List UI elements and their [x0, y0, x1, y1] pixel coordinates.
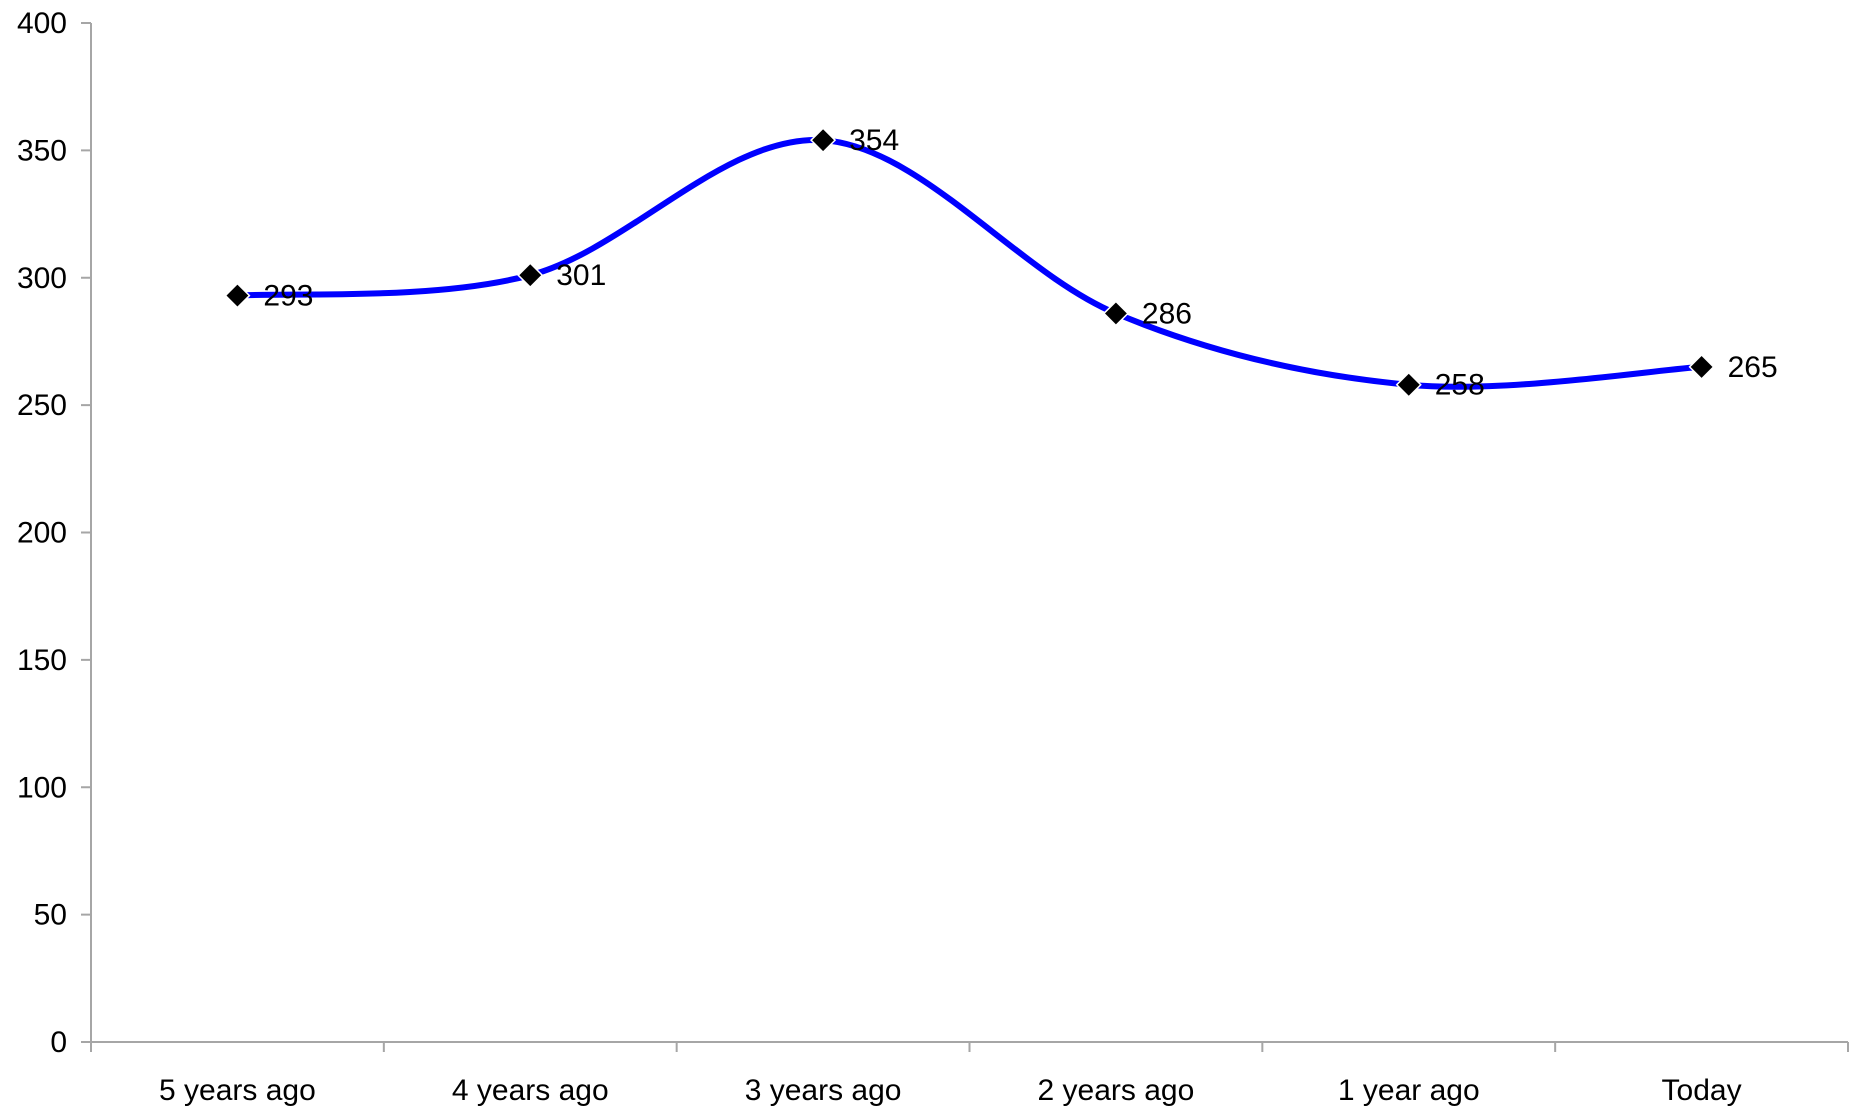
- data-point-marker: [1102, 300, 1129, 327]
- y-tick-label: 300: [17, 262, 67, 295]
- data-point-marker: [1395, 371, 1422, 398]
- series-line: [234, 137, 1705, 390]
- y-tick-label: 350: [17, 134, 67, 167]
- x-tick-label: Today: [1662, 1074, 1742, 1107]
- y-tick-label: 0: [50, 1026, 67, 1059]
- data-point-marker: [1688, 353, 1715, 380]
- y-tick-label: 100: [17, 771, 67, 804]
- y-tick-label: 250: [17, 389, 67, 422]
- data-label: 286: [1142, 297, 1192, 330]
- data-label: 301: [556, 259, 606, 292]
- plot-area: 293 301 354 286 258 265: [224, 124, 1778, 402]
- x-tick-label: 4 years ago: [452, 1074, 609, 1107]
- y-tick-label: 200: [17, 517, 67, 550]
- data-label: 354: [849, 124, 899, 157]
- x-tick-label: 5 years ago: [159, 1074, 316, 1107]
- y-tick-label: 400: [17, 7, 67, 40]
- data-label: 265: [1728, 351, 1778, 384]
- y-axis: 0 50 100 150 200 250 300 350 400: [17, 7, 92, 1059]
- x-tick-label: 1 year ago: [1338, 1074, 1480, 1107]
- x-tick-label: 2 years ago: [1038, 1074, 1195, 1107]
- y-tick-label: 50: [34, 899, 67, 932]
- data-label: 258: [1435, 369, 1485, 402]
- data-point-marker: [517, 262, 544, 289]
- x-tick-label: 3 years ago: [745, 1074, 902, 1107]
- y-tick-label: 150: [17, 644, 67, 677]
- data-point-marker: [224, 282, 251, 309]
- data-label: 293: [263, 280, 313, 313]
- data-point-marker: [810, 127, 837, 154]
- x-axis: 5 years ago 4 years ago 3 years ago 2 years…: [90, 1041, 1849, 1107]
